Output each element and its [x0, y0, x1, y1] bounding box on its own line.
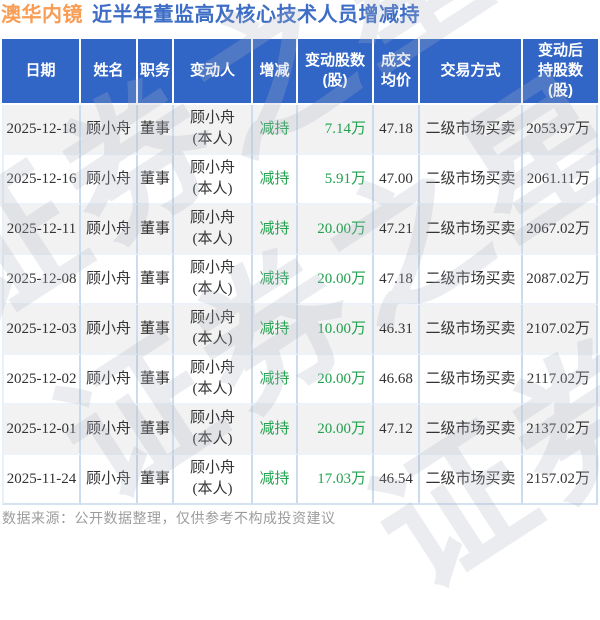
cell-avg-price: 46.54	[374, 455, 420, 505]
cell-trade-method: 二级市场买卖	[420, 405, 523, 455]
cell-name: 顾小舟	[81, 105, 138, 155]
cell-shares-changed: 7.14万	[298, 105, 374, 155]
cell-avg-price: 46.68	[374, 355, 420, 405]
cell-changer: 顾小舟 (本人)	[174, 155, 253, 205]
cell-position: 董事	[138, 405, 174, 455]
cell-date: 2025-12-08	[2, 255, 81, 305]
cell-avg-price: 47.00	[374, 155, 420, 205]
cell-direction: 减持	[253, 105, 298, 155]
cell-position: 董事	[138, 255, 174, 305]
cell-shares-after: 2053.97万	[523, 105, 598, 155]
cell-avg-price: 47.18	[374, 105, 420, 155]
cell-changer: 顾小舟 (本人)	[174, 305, 253, 355]
cell-shares-changed: 20.00万	[298, 255, 374, 305]
cell-direction: 减持	[253, 255, 298, 305]
col-header-changer: 变动人	[174, 39, 253, 105]
cell-shares-changed: 20.00万	[298, 355, 374, 405]
table-row: 2025-12-02 顾小舟 董事 顾小舟 (本人) 减持 20.00万 46.…	[2, 355, 598, 405]
data-source-disclaimer: 数据来源：公开数据整理，仅供参考不构成投资建议	[2, 510, 336, 526]
cell-trade-method: 二级市场买卖	[420, 305, 523, 355]
col-header-position: 职务	[138, 39, 174, 105]
cell-date: 2025-11-24	[2, 455, 81, 505]
cell-changer: 顾小舟 (本人)	[174, 405, 253, 455]
cell-direction: 减持	[253, 205, 298, 255]
cell-direction: 减持	[253, 305, 298, 355]
cell-direction: 减持	[253, 455, 298, 505]
table-row: 2025-12-11 顾小舟 董事 顾小舟 (本人) 减持 20.00万 47.…	[2, 205, 598, 255]
cell-name: 顾小舟	[81, 205, 138, 255]
cell-direction: 减持	[253, 405, 298, 455]
cell-changer: 顾小舟 (本人)	[174, 105, 253, 155]
cell-changer: 顾小舟 (本人)	[174, 205, 253, 255]
cell-shares-changed: 10.00万	[298, 305, 374, 355]
cell-shares-after: 2067.02万	[523, 205, 598, 255]
col-header-shares-changed: 变动股数 (股)	[298, 39, 374, 105]
col-header-name: 姓名	[81, 39, 138, 105]
col-header-date: 日期	[2, 39, 81, 105]
cell-avg-price: 47.21	[374, 205, 420, 255]
col-header-avg-price: 成交 均价	[374, 39, 420, 105]
cell-date: 2025-12-18	[2, 105, 81, 155]
cell-shares-changed: 20.00万	[298, 205, 374, 255]
table-row: 2025-12-01 顾小舟 董事 顾小舟 (本人) 减持 20.00万 47.…	[2, 405, 598, 455]
cell-name: 顾小舟	[81, 455, 138, 505]
page-title-text: 近半年董监高及核心技术人员增减持	[92, 4, 420, 26]
cell-avg-price: 46.31	[374, 305, 420, 355]
cell-date: 2025-12-02	[2, 355, 81, 405]
cell-changer: 顾小舟 (本人)	[174, 355, 253, 405]
cell-position: 董事	[138, 355, 174, 405]
cell-shares-after: 2157.02万	[523, 455, 598, 505]
cell-shares-changed: 5.91万	[298, 155, 374, 205]
holdings-change-table: 日期 姓名 职务 变动人 增减 变动股数 (股) 成交 均价 交易方式 变动后 …	[2, 39, 598, 505]
cell-trade-method: 二级市场买卖	[420, 355, 523, 405]
table-header-row: 日期 姓名 职务 变动人 增减 变动股数 (股) 成交 均价 交易方式 变动后 …	[2, 39, 598, 105]
col-header-shares-after: 变动后 持股数 (股)	[523, 39, 598, 105]
cell-position: 董事	[138, 455, 174, 505]
cell-direction: 减持	[253, 355, 298, 405]
cell-trade-method: 二级市场买卖	[420, 255, 523, 305]
cell-shares-changed: 20.00万	[298, 405, 374, 455]
cell-trade-method: 二级市场买卖	[420, 155, 523, 205]
cell-shares-after: 2087.02万	[523, 255, 598, 305]
cell-name: 顾小舟	[81, 155, 138, 205]
table-row: 2025-11-24 顾小舟 董事 顾小舟 (本人) 减持 17.03万 46.…	[2, 455, 598, 505]
cell-trade-method: 二级市场买卖	[420, 205, 523, 255]
cell-name: 顾小舟	[81, 355, 138, 405]
cell-date: 2025-12-01	[2, 405, 81, 455]
stock-name: 澳华内镜	[1, 4, 83, 26]
cell-direction: 减持	[253, 155, 298, 205]
cell-trade-method: 二级市场买卖	[420, 105, 523, 155]
cell-date: 2025-12-11	[2, 205, 81, 255]
cell-avg-price: 47.12	[374, 405, 420, 455]
cell-shares-after: 2107.02万	[523, 305, 598, 355]
cell-shares-changed: 17.03万	[298, 455, 374, 505]
table-row: 2025-12-08 顾小舟 董事 顾小舟 (本人) 减持 20.00万 47.…	[2, 255, 598, 305]
cell-name: 顾小舟	[81, 305, 138, 355]
cell-avg-price: 47.18	[374, 255, 420, 305]
cell-trade-method: 二级市场买卖	[420, 455, 523, 505]
cell-position: 董事	[138, 105, 174, 155]
cell-changer: 顾小舟 (本人)	[174, 455, 253, 505]
cell-name: 顾小舟	[81, 255, 138, 305]
col-header-direction: 增减	[253, 39, 298, 105]
cell-position: 董事	[138, 305, 174, 355]
table-row: 2025-12-03 顾小舟 董事 顾小舟 (本人) 减持 10.00万 46.…	[2, 305, 598, 355]
table-row: 2025-12-18 顾小舟 董事 顾小舟 (本人) 减持 7.14万 47.1…	[2, 105, 598, 155]
col-header-trade-method: 交易方式	[420, 39, 523, 105]
cell-shares-after: 2137.02万	[523, 405, 598, 455]
cell-name: 顾小舟	[81, 405, 138, 455]
cell-shares-after: 2061.11万	[523, 155, 598, 205]
cell-date: 2025-12-03	[2, 305, 81, 355]
cell-changer: 顾小舟 (本人)	[174, 255, 253, 305]
page-title: 澳华内镜 近半年董监高及核心技术人员增减持	[1, 3, 420, 27]
cell-position: 董事	[138, 205, 174, 255]
cell-date: 2025-12-16	[2, 155, 81, 205]
cell-position: 董事	[138, 155, 174, 205]
table-row: 2025-12-16 顾小舟 董事 顾小舟 (本人) 减持 5.91万 47.0…	[2, 155, 598, 205]
cell-shares-after: 2117.02万	[523, 355, 598, 405]
